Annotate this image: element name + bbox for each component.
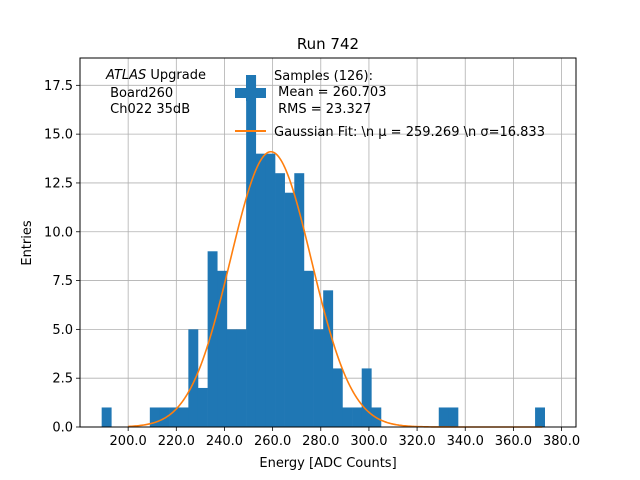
y-tick-label: 7.5 <box>52 274 73 289</box>
histogram-bar <box>448 407 459 427</box>
histogram-bar <box>207 251 218 427</box>
histogram-bar <box>169 407 180 427</box>
histogram-bar <box>294 173 305 427</box>
legend-samples-line-1: Samples (126): <box>274 69 373 84</box>
legend-samples-marker-horizontal <box>235 88 266 98</box>
annotation-line-2: Board260 <box>106 86 173 101</box>
x-tick-label: 300.0 <box>350 434 387 449</box>
legend-samples-marker <box>235 75 266 101</box>
x-tick-label: 340.0 <box>447 434 484 449</box>
x-tick-label: 220.0 <box>158 434 195 449</box>
histogram-bars <box>101 75 545 428</box>
annotation-line-3: Ch022 35dB <box>106 102 190 117</box>
histogram-bar <box>342 407 353 427</box>
histogram-bar <box>101 407 112 427</box>
x-tick-label: 360.0 <box>495 434 532 449</box>
histogram-bar <box>332 368 343 427</box>
annotation-atlas: ATLAS <box>105 68 146 83</box>
histogram-bar <box>246 75 257 428</box>
y-tick-label: 17.5 <box>44 79 73 94</box>
y-tick-label: 0.0 <box>52 421 73 436</box>
histogram-bar <box>197 387 208 427</box>
histogram-bar <box>159 407 170 427</box>
y-tick-label: 15.0 <box>44 128 73 143</box>
histogram-bar <box>255 153 266 427</box>
histogram-bar <box>178 407 189 427</box>
histogram-bar <box>313 329 324 427</box>
annotation-line-1: ATLAS Upgrade <box>105 68 206 83</box>
x-tick-label: 260.0 <box>254 434 291 449</box>
plot-frame <box>79 57 577 428</box>
y-axis-ticks: 0.0 2.5 5.0 7.5 10.0 12.5 15.0 17.5 <box>44 79 80 436</box>
histogram-bar <box>226 329 237 427</box>
y-tick-label: 10.0 <box>44 225 73 240</box>
y-tick-label: 5.0 <box>52 323 73 338</box>
x-axis-label: Energy [ADC Counts] <box>259 456 396 471</box>
histogram-bar <box>438 407 449 427</box>
chart-title: Run 742 <box>297 35 359 53</box>
legend-fit-label: Gaussian Fit: \n μ = 259.269 \n σ=16.833 <box>274 125 545 140</box>
histogram-bar <box>236 329 247 427</box>
histogram-bar <box>275 173 285 427</box>
histogram-bar <box>149 407 160 427</box>
histogram-bar <box>188 329 199 427</box>
histogram-bar <box>535 407 545 427</box>
histogram-bar <box>217 270 228 427</box>
x-tick-label: 240.0 <box>206 434 243 449</box>
histogram-bar <box>284 192 295 427</box>
histogram-bar <box>352 407 363 427</box>
legend: Samples (126): Mean = 260.703 RMS = 23.3… <box>235 69 545 140</box>
y-tick-label: 2.5 <box>52 372 73 387</box>
histogram-bar <box>323 290 334 427</box>
histogram-bar <box>265 153 276 427</box>
annotation-upgrade: Upgrade <box>146 68 206 83</box>
x-tick-label: 320.0 <box>398 434 435 449</box>
y-tick-label: 12.5 <box>44 176 73 191</box>
x-tick-label: 200.0 <box>110 434 147 449</box>
x-tick-label: 380.0 <box>543 434 580 449</box>
histogram-bar <box>303 270 314 427</box>
y-axis-label: Entries <box>20 220 35 266</box>
histogram-bar <box>361 368 372 427</box>
x-axis-ticks: 200.0 220.0 240.0 260.0 280.0 300.0 320.0 340.0… <box>110 427 580 449</box>
legend-samples-line-3: RMS = 23.327 <box>274 102 371 117</box>
x-tick-label: 280.0 <box>302 434 339 449</box>
legend-samples-line-2: Mean = 260.703 <box>274 85 386 100</box>
